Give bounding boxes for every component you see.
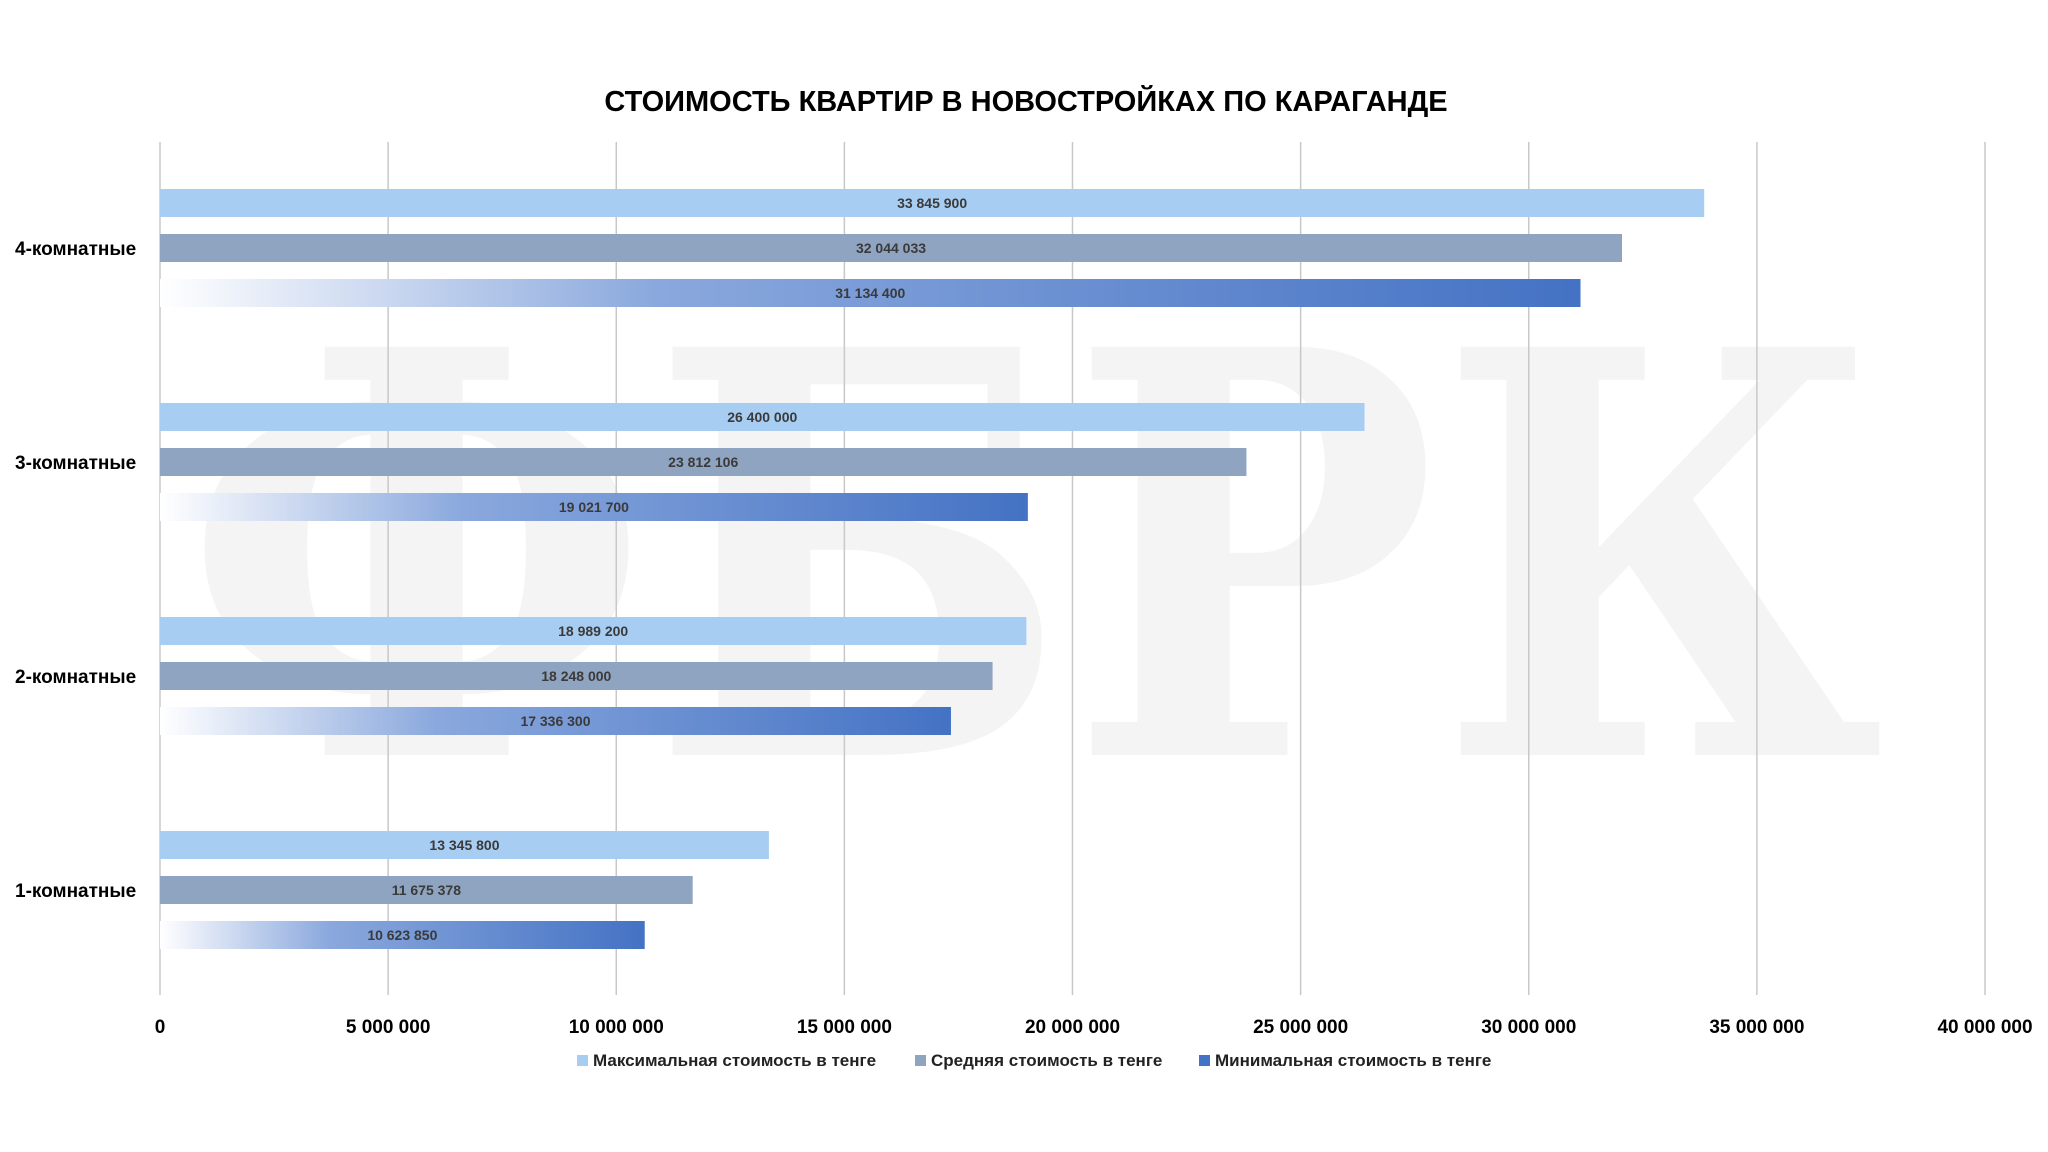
category-label-2: 2-комнатные xyxy=(15,667,136,688)
x-tick-label-6: 30 000 000 xyxy=(1481,1017,1576,1038)
data-label-1-1: 23 812 106 xyxy=(668,454,738,470)
x-tick-label-2: 10 000 000 xyxy=(569,1017,664,1038)
bar-2-2 xyxy=(160,707,951,735)
data-labels: 33 845 900 32 044 033 31 134 400 26 400 000… xyxy=(367,195,967,943)
bar-1-3 xyxy=(160,876,693,904)
bars xyxy=(160,189,1705,949)
bar-1-0 xyxy=(160,234,1623,262)
x-tick-label-3: 15 000 000 xyxy=(797,1017,892,1038)
legend-label-2: Минимальная стоимость в тенге xyxy=(1215,1051,1491,1070)
data-label-1-0: 32 044 033 xyxy=(856,240,926,256)
bar-2-0 xyxy=(160,279,1581,307)
data-label-1-2: 18 248 000 xyxy=(541,668,611,684)
category-label-1: 3-комнатные xyxy=(15,453,136,474)
legend-swatch-0 xyxy=(577,1055,588,1066)
legend-label-0: Максимальная стоимость в тенге xyxy=(593,1051,876,1070)
data-label-0-1: 26 400 000 xyxy=(727,409,797,425)
bar-0-3 xyxy=(160,831,769,859)
data-label-0-0: 33 845 900 xyxy=(897,195,967,211)
data-label-1-3: 11 675 378 xyxy=(392,882,462,898)
bar-0-0 xyxy=(160,189,1705,217)
bar-0-1 xyxy=(160,403,1365,431)
category-label-0: 4-комнатные xyxy=(15,239,136,260)
bar-1-1 xyxy=(160,448,1247,476)
legend: Максимальная стоимость в тенге Средняя ст… xyxy=(577,1051,1491,1070)
data-label-2-1: 19 021 700 xyxy=(559,499,629,515)
watermark: ФБРК xyxy=(184,230,1884,888)
bar-2-1 xyxy=(160,493,1028,521)
bar-1-2 xyxy=(160,662,993,690)
data-label-2-3: 10 623 850 xyxy=(367,927,437,943)
bar-2-3 xyxy=(160,921,645,949)
category-axis: 4-комнатные 3-комнатные 2-комнатные 1-комна… xyxy=(15,239,136,902)
x-tick-label-4: 20 000 000 xyxy=(1025,1017,1120,1038)
legend-swatch-1 xyxy=(915,1055,926,1066)
x-tick-label-1: 5 000 000 xyxy=(346,1017,431,1038)
x-tick-label-7: 35 000 000 xyxy=(1709,1017,1804,1038)
data-label-2-0: 31 134 400 xyxy=(835,285,905,301)
data-label-0-2: 18 989 200 xyxy=(558,623,628,639)
chart-title: СТОИМОСТЬ КВАРТИР В НОВОСТРОЙКАХ ПО КАРА… xyxy=(604,84,1447,118)
legend-swatch-2 xyxy=(1199,1055,1210,1066)
bar-0-2 xyxy=(160,617,1027,645)
data-label-2-2: 17 336 300 xyxy=(520,713,590,729)
x-tick-label-8: 40 000 000 xyxy=(1937,1017,2032,1038)
category-label-3: 1-комнатные xyxy=(15,881,136,902)
x-tick-label-5: 25 000 000 xyxy=(1253,1017,1348,1038)
value-axis: 0 5 000 000 10 000 000 15 000 000 20 000 000… xyxy=(155,1017,2033,1038)
data-label-0-3: 13 345 800 xyxy=(429,837,499,853)
legend-label-1: Средняя стоимость в тенге xyxy=(931,1051,1162,1070)
x-tick-label-0: 0 xyxy=(155,1017,166,1038)
